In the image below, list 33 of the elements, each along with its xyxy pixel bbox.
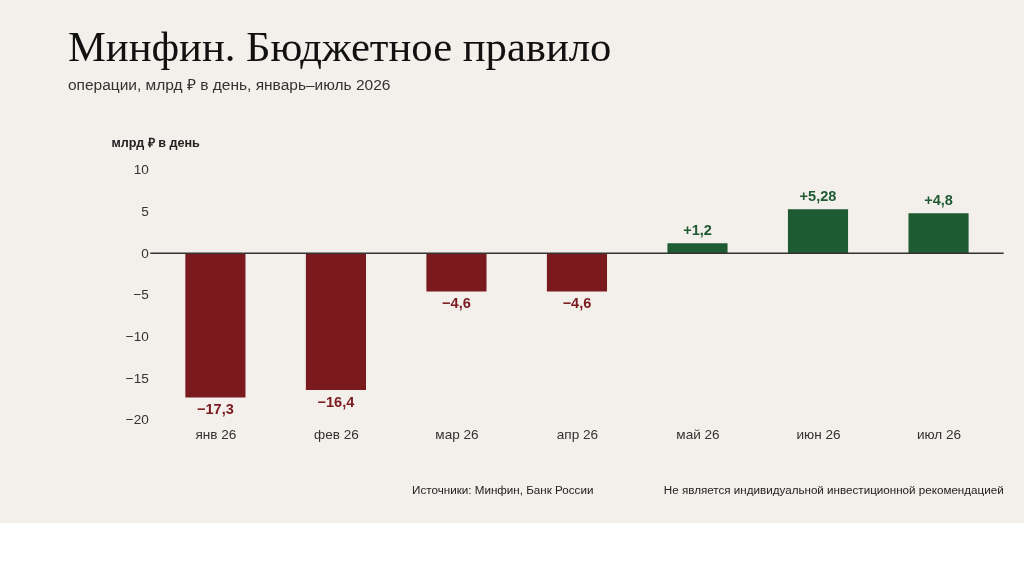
- chart-subtitle: операции, млрд ₽ в день, январь–июль 2026: [67, 76, 391, 94]
- y-tick-label: −10: [125, 329, 150, 345]
- data-label: +1,2: [683, 222, 712, 239]
- text: Не является индивидуальной инвестиционной рекомендацией: [663, 482, 1004, 496]
- bar: [185, 253, 246, 398]
- y-tick-label: 0: [141, 245, 150, 261]
- data-label: +5,28: [799, 188, 837, 205]
- chart-title: Минфин. Бюджетное правило: [67, 23, 612, 71]
- data-label: −16,4: [317, 393, 355, 410]
- bar: [305, 253, 366, 391]
- y-tick-label: −5: [133, 287, 149, 303]
- text: Источники: Минфин, Банк России: [412, 482, 594, 496]
- x-tick-label: июл 26: [916, 426, 962, 442]
- data-label: −4,6: [562, 295, 592, 312]
- bar: [908, 213, 969, 254]
- data-label: −17,3: [197, 401, 234, 418]
- x-tick-label: янв 26: [195, 426, 237, 442]
- y-tick-label: −20: [125, 412, 150, 428]
- y-tick-label: 10: [133, 162, 150, 178]
- x-tick-label: июн 26: [796, 426, 841, 442]
- bar: [667, 243, 728, 254]
- x-tick-label: мар 26: [435, 426, 479, 442]
- y-tick-label: 5: [141, 203, 149, 219]
- bar: [787, 209, 849, 254]
- data-label: −4,6: [442, 295, 471, 312]
- y-tick-label: −15: [125, 370, 149, 386]
- data-label: +4,8: [924, 192, 953, 209]
- y-axis-title: млрд ₽ в день: [111, 135, 201, 150]
- x-tick-label: май 26: [676, 426, 720, 442]
- x-tick-label: фев 26: [314, 426, 359, 442]
- x-tick-label: апр 26: [556, 426, 599, 442]
- bar: [426, 253, 487, 292]
- bar: [546, 253, 608, 292]
